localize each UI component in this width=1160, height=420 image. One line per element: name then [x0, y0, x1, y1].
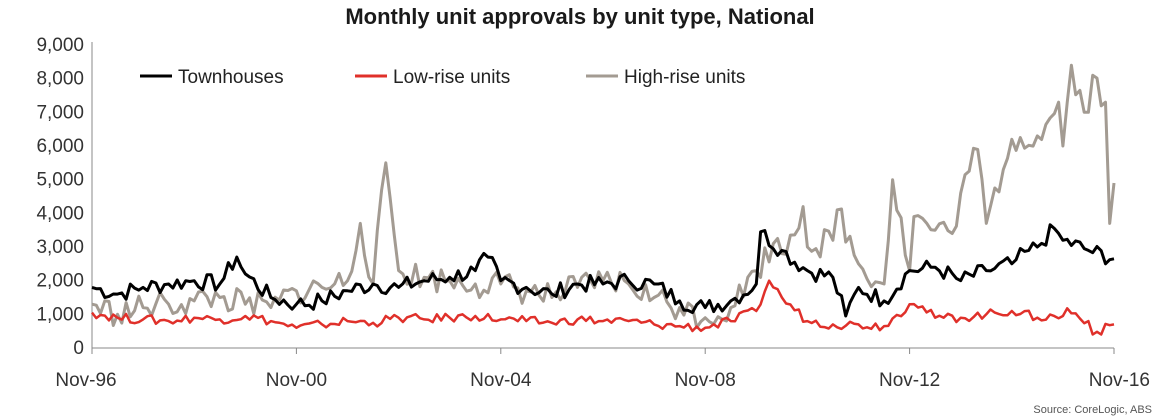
legend-item-townhouses: Townhouses — [140, 67, 284, 88]
legend-label-low-rise: Low-rise units — [393, 67, 510, 88]
chart-title: Monthly unit approvals by unit type, Nat… — [345, 4, 814, 29]
x-tick-label: Nov-00 — [266, 370, 327, 391]
y-tick-label: 7,000 — [36, 102, 84, 123]
series-line-low-rise-units — [91, 279, 1115, 336]
legend: Townhouses Low-rise units High-rise unit… — [140, 67, 745, 88]
series-line-high-rise-units — [91, 63, 1116, 330]
y-tick-label: 6,000 — [36, 136, 84, 157]
series-line-townhouses — [91, 223, 1115, 318]
legend-item-low-rise: Low-rise units — [355, 67, 510, 88]
y-tick-label: 2,000 — [36, 271, 84, 292]
x-tick-label: Nov-16 — [1089, 370, 1150, 391]
series-lines — [91, 63, 1116, 336]
y-tick-label: 4,000 — [36, 203, 84, 224]
y-tick-label: 1,000 — [36, 304, 84, 325]
legend-item-high-rise: High-rise units — [586, 67, 745, 88]
legend-label-high-rise: High-rise units — [624, 67, 745, 88]
x-tick-label: Nov-96 — [55, 370, 116, 391]
legend-label-townhouses: Townhouses — [178, 67, 284, 88]
y-tick-label: 9,000 — [36, 35, 84, 56]
y-tick-label: 3,000 — [36, 237, 84, 258]
y-tick-label: 8,000 — [36, 69, 84, 90]
x-tick-label: Nov-04 — [470, 370, 532, 391]
x-tick-label: Nov-08 — [675, 370, 736, 391]
y-tick-label: 5,000 — [36, 170, 84, 191]
x-tick-label: Nov-12 — [879, 370, 940, 391]
source-note: Source: CoreLogic, ABS — [1033, 404, 1152, 416]
x-axis-ticks: Nov-96 Nov-00 Nov-04 Nov-08 Nov-12 Nov-16 — [55, 348, 1150, 391]
y-tick-label: 0 — [73, 338, 84, 359]
y-axis-ticks: 0 1,000 2,000 3,000 4,000 5,000 6,000 7,000 8,00… — [36, 35, 84, 359]
